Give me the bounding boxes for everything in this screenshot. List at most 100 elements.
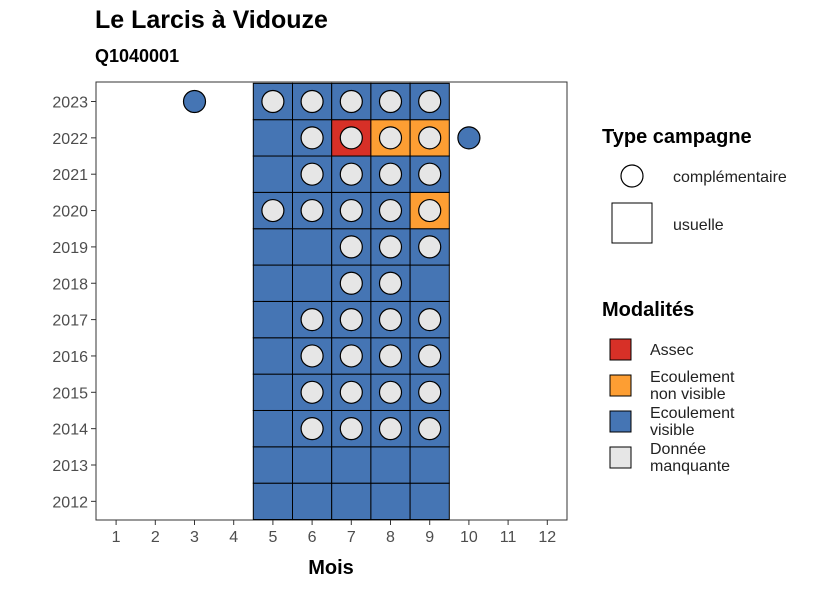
point-2018-7 [339,271,363,295]
point-2014-6 [300,417,324,441]
point-2020-7 [339,198,363,223]
legend-circle-symbol [620,164,644,188]
x-tick-label-1: 1 [112,529,121,546]
point-2020-6 [300,198,324,223]
cell-2012-6 [292,482,333,521]
point-2021-7 [339,162,363,186]
legend: Type campagne complémentaire usuelle Modali… [602,126,787,475]
cell-2017-5 [252,300,294,339]
legend-key-assec [609,338,632,361]
cell-2022-5 [252,119,294,157]
x-tick-label-6: 6 [308,529,317,546]
point-2016-8 [378,344,403,368]
point-2023-3 [182,89,207,114]
point-2020-8 [378,198,403,223]
x-tick-label-10: 10 [460,529,478,546]
legend-label-manquante: Donnée manquante [650,441,730,475]
legend-key-visible [609,410,632,433]
y-tick-label-2013: 2013 [52,458,88,475]
cell-2019-6 [292,228,333,266]
x-axis-title: Mois [308,557,354,579]
point-2017-9 [418,308,442,332]
y-tick-label-2019: 2019 [52,240,88,257]
cell-2021-5 [252,155,294,193]
point-2021-8 [378,162,403,186]
legend-type-label-complementaire: complémentaire [673,169,787,186]
point-2018-8 [378,271,403,295]
axes: 1 2 3 4 5 6 7 8 9 10 11 122012201320142015201620172… [52,95,556,547]
cell-2023-9 [409,82,450,121]
y-tick-label-2015: 2015 [52,385,88,402]
complementaire-points [182,89,481,441]
x-tick-label-2: 2 [151,529,160,546]
point-2023-6 [300,89,324,114]
point-2015-6 [300,380,324,404]
point-2014-7 [339,417,363,441]
y-tick-label-2022: 2022 [52,131,88,148]
y-tick-label-2023: 2023 [52,95,88,112]
cell-2021-9 [409,155,450,193]
cell-2013-7 [331,446,372,484]
legend-key-non_visible [609,374,632,397]
y-tick-label-2012: 2012 [52,494,88,511]
cell-2012-7 [331,482,372,521]
cell-2018-9 [409,264,450,302]
cell-2013-5 [252,446,294,484]
point-2017-7 [339,308,363,332]
legend-type-label-usuelle: usuelle [673,217,724,234]
y-tick-label-2014: 2014 [52,422,88,439]
x-tick-label-9: 9 [425,529,434,546]
chart-title: Le Larcis à Vidouze [95,6,328,34]
cell-2018-5 [252,264,294,302]
legend-square-symbol [611,202,653,244]
point-2023-7 [339,89,363,114]
point-2019-9 [418,235,442,259]
chart-subtitle: Q1040001 [95,46,180,66]
point-2022-8 [378,126,403,150]
point-2020-5 [261,198,285,223]
legend-label-non_visible: Ecoulement non visible [650,369,735,403]
legend-label-visible: Ecoulement visible [650,405,735,439]
point-2022-9 [418,126,442,150]
point-2016-9 [418,344,442,368]
point-2023-8 [378,89,403,114]
point-2022-6 [300,126,324,150]
point-2021-9 [418,162,442,186]
cell-2013-9 [409,446,450,484]
legend-type-title: Type campagne [602,126,752,148]
point-2021-6 [300,162,324,186]
y-tick-label-2021: 2021 [52,167,88,184]
cell-2013-8 [370,446,411,484]
point-2015-9 [418,380,442,404]
legend-key-manquante [609,446,632,469]
cell-2015-5 [252,373,294,411]
point-2014-8 [378,417,403,441]
cell-2019-5 [252,228,294,266]
x-tick-label-11: 11 [500,529,517,546]
point-2019-8 [378,235,403,259]
cell-2016-5 [252,337,294,375]
point-2014-9 [418,417,442,441]
y-tick-label-2020: 2020 [52,204,88,221]
point-2023-9 [418,89,442,114]
point-2016-6 [300,344,324,368]
point-2019-7 [339,235,363,259]
cell-2012-5 [252,482,294,521]
y-tick-label-2018: 2018 [52,276,88,293]
x-tick-label-7: 7 [347,529,356,546]
point-2016-7 [339,344,363,368]
x-tick-label-12: 12 [538,529,556,546]
point-2015-8 [378,380,403,404]
point-2020-9 [418,198,442,223]
x-tick-label-5: 5 [268,529,277,546]
point-2015-7 [339,380,363,404]
legend-mod-title: Modalités [602,299,694,321]
cell-2018-6 [292,264,333,302]
y-tick-label-2017: 2017 [52,313,88,330]
point-2023-5 [261,89,285,114]
cell-2013-6 [292,446,333,484]
x-tick-label-8: 8 [386,529,395,546]
y-tick-label-2016: 2016 [52,349,88,366]
x-tick-label-3: 3 [190,529,199,546]
